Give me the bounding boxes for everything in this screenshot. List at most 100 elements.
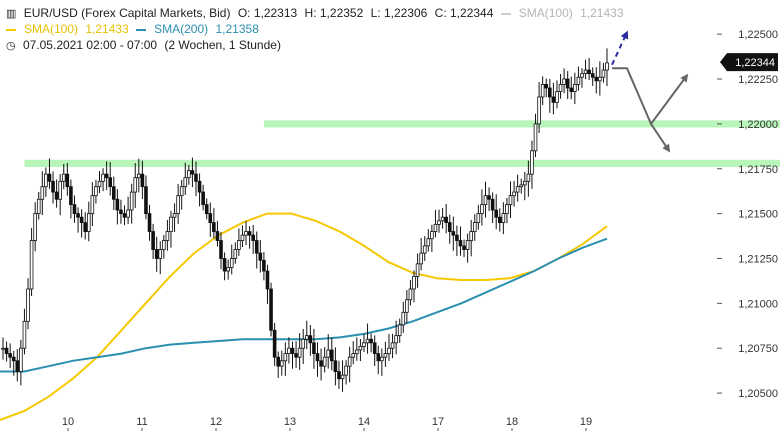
support-zone: [24, 159, 780, 167]
candle-body: [36, 198, 41, 215]
candle-body: [287, 347, 291, 354]
y-axis: 1,22500 1,22250 1,22000 1,21750 1,21500 1,212…: [717, 29, 778, 400]
candle-body: [204, 204, 209, 215]
candle-body: [326, 349, 331, 358]
candle-body: [340, 374, 345, 380]
forecast-arrow-gray: [612, 67, 689, 126]
candle-body: [11, 356, 16, 362]
candle-body: [580, 73, 584, 78]
price-tag-label: 1,22344: [735, 57, 775, 69]
candle-body: [72, 204, 77, 215]
candle-body: [490, 198, 495, 211]
sma100-legend-value: 1,21433: [85, 22, 129, 36]
candle-body: [19, 347, 23, 372]
candle-body: [65, 173, 70, 188]
candle-body: [83, 222, 88, 232]
candle-body: [294, 353, 298, 358]
candle-body: [505, 204, 509, 215]
candle-body: [598, 76, 602, 82]
x-tick-label: 12: [210, 416, 222, 428]
candle-body: [301, 338, 306, 349]
candle-body: [390, 342, 395, 349]
y-tick-label: 1,22000: [738, 119, 778, 131]
candle-body: [544, 84, 549, 89]
price-tag-bg: [720, 53, 778, 72]
candle-body: [151, 231, 155, 250]
candle-body: [226, 267, 230, 272]
high-value: H: 1,22352: [304, 6, 364, 20]
candle-body: [169, 216, 173, 232]
candle-body: [372, 342, 377, 354]
header-line-3: ◷ 07.05.2021 02:00 - 07:00 (2 Wochen, 1 …: [6, 38, 285, 53]
candle-body: [587, 69, 591, 75]
y-tick-label: 1,21250: [738, 253, 778, 265]
candle-body: [415, 263, 420, 277]
y-tick-label: 1,21000: [738, 298, 778, 310]
candle-body: [394, 335, 398, 344]
support-zones: [24, 120, 780, 167]
candle-body: [437, 220, 441, 225]
open-value: O: 1,22313: [237, 6, 298, 20]
candle-body: [254, 240, 259, 254]
candle-body: [444, 216, 448, 223]
candle-body: [594, 76, 599, 82]
candle-body: [94, 186, 98, 197]
candle-body: [237, 240, 241, 250]
candle-body: [240, 234, 245, 241]
candle-body: [426, 238, 431, 247]
candle-body: [8, 353, 12, 358]
candle-body: [573, 84, 577, 92]
y-tick-label: 1,20500: [738, 388, 778, 400]
candle-body: [540, 84, 545, 98]
candle-body: [183, 177, 188, 188]
x-tick-label: 13: [284, 416, 296, 428]
y-tick-label: 1,22500: [738, 29, 778, 41]
candle-body: [501, 213, 506, 223]
candle-body: [508, 195, 513, 206]
candle-body: [351, 353, 356, 358]
candle-body: [258, 252, 263, 261]
candle-body: [147, 213, 152, 232]
candle-body: [322, 356, 327, 367]
x-tick-label: 11: [136, 416, 147, 428]
x-tick-label: 17: [432, 416, 444, 428]
support-zone: [263, 120, 780, 128]
candle-body: [247, 231, 252, 236]
candle-body: [44, 173, 48, 188]
candle-body: [101, 173, 105, 182]
sma200-legend-line: [136, 22, 150, 36]
candle-body: [129, 191, 134, 211]
candle-body: [47, 173, 52, 182]
candle-body: [244, 231, 248, 236]
candle-body: [487, 195, 491, 200]
candle-body: [194, 173, 198, 182]
candle-body: [265, 270, 270, 290]
candle-body: [272, 329, 277, 358]
candle-body: [179, 186, 184, 197]
candle-body: [569, 87, 574, 92]
candle-body: [440, 216, 445, 222]
candle-body: [133, 177, 138, 193]
candle-body: [590, 73, 595, 78]
candle-body: [172, 213, 177, 218]
candle-body: [251, 234, 255, 241]
x-axis: 10 11 12 13 14 17 18 19: [62, 416, 592, 431]
candle-body: [330, 349, 334, 362]
candle-body: [344, 365, 348, 376]
candle-body: [519, 184, 524, 188]
candle-body: [433, 223, 438, 232]
candle-body: [397, 324, 402, 337]
candle-body: [494, 209, 499, 218]
y-tick-label: 1,21500: [738, 209, 778, 221]
candle-body: [262, 259, 266, 272]
candle-body: [176, 195, 180, 215]
candle-body: [26, 288, 30, 322]
sma100-dim-value: 1,21433: [580, 6, 624, 20]
candle-body: [408, 288, 413, 301]
candle-body: [165, 231, 170, 241]
candle-body: [533, 123, 538, 152]
x-tick-label: 18: [506, 416, 518, 428]
candle-body: [297, 347, 302, 358]
candle-body: [229, 258, 234, 268]
